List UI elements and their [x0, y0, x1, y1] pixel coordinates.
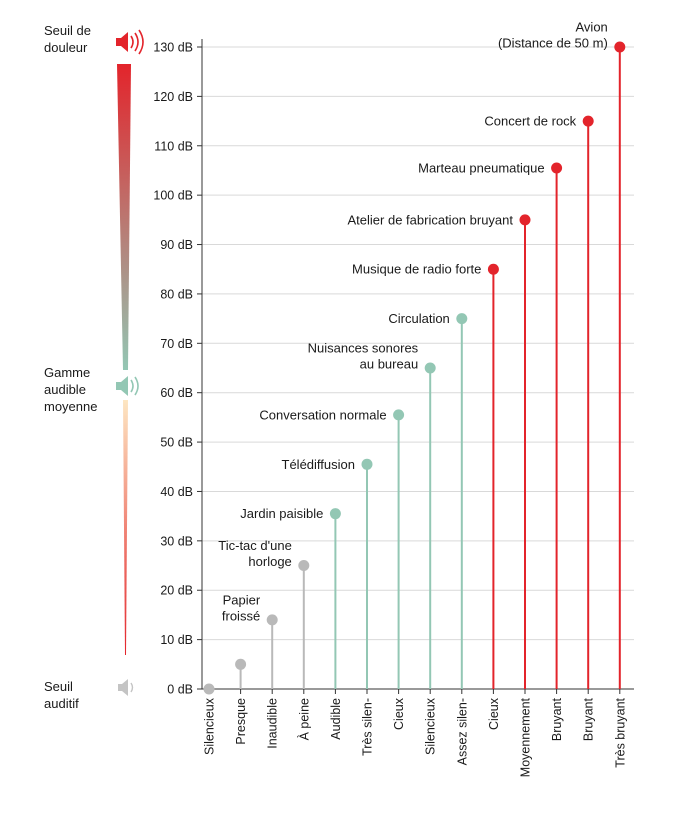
data-label: Avion — [576, 20, 608, 35]
y-tick-label: 80 dB — [160, 287, 193, 301]
x-tick-label: Bruyant — [582, 697, 596, 741]
x-axis: Silencieux Presque Inaudible À peine Audible… — [202, 688, 634, 777]
data-label: Marteau pneumatique — [418, 160, 544, 175]
y-tick-label: 110 dB — [154, 139, 193, 153]
data-label: (Distance de 50 m) — [498, 36, 608, 51]
lollipop-dot — [393, 409, 405, 421]
lollipop-dot — [519, 214, 531, 226]
y-tick-label: 50 dB — [160, 436, 193, 450]
y-tick-label: 120 dB — [153, 90, 193, 104]
data-label: Papier — [223, 592, 261, 607]
lollipop-dot — [582, 115, 594, 127]
y-tick-label: 40 dB — [160, 485, 193, 499]
data-label: Concert de rock — [484, 114, 576, 129]
y-tick-label: 90 dB — [160, 238, 193, 252]
y-tick-label: 130 dB — [153, 41, 193, 55]
lollipop-dot — [424, 362, 436, 374]
x-tick-label: Assez silen- — [455, 698, 469, 765]
y-tick-label: 20 dB — [160, 584, 193, 598]
y-tick-label: 30 dB — [160, 534, 193, 548]
x-tick-label: Moyennement — [519, 697, 533, 777]
y-tick-label: 100 dB — [153, 189, 193, 203]
x-tick-label: Bruyant — [550, 697, 564, 741]
y-tick-label: 10 dB — [160, 633, 193, 647]
hearing-threshold-label: Seuil auditif — [44, 679, 79, 711]
grid-lines — [202, 46, 634, 641]
loudness-gradient-lower — [123, 400, 128, 655]
y-axis: 0 dB 10 dB 20 dB 30 dB 40 dB 50 dB 60 dB 70 dB 8… — [153, 39, 203, 697]
x-tick-label: À peine — [296, 698, 311, 740]
lollipop-dot — [361, 458, 373, 470]
data-label: Télédiffusion — [282, 457, 355, 472]
data-label: au bureau — [360, 357, 419, 372]
x-tick-label: Presque — [234, 698, 248, 745]
data-label: Musique de radio forte — [352, 262, 481, 277]
average-hearing-range-label: Gamme audible moyenne — [44, 365, 98, 414]
lollipop-dot — [266, 614, 278, 626]
lollipop-dot — [551, 162, 563, 174]
data-label: Nuisances sonores — [308, 341, 419, 356]
data-label: horloge — [248, 554, 291, 569]
data-label: Tic-tac d'une — [218, 538, 292, 553]
y-tick-label: 60 dB — [160, 386, 193, 400]
x-tick-label: Très bruyant — [613, 697, 627, 767]
lollipop-dot — [487, 263, 499, 275]
x-tick-label: Cieux — [392, 697, 406, 730]
data-label: Conversation normale — [259, 407, 386, 422]
speaker-loud-icon — [116, 29, 144, 55]
y-tick-label: 0 dB — [167, 683, 193, 697]
data-label: Jardin paisible — [240, 506, 323, 521]
lollipop-dots — [203, 41, 626, 695]
x-tick-label: Inaudible — [266, 698, 280, 749]
lollipop-stems — [239, 47, 621, 689]
x-tick-label: Silencieux — [203, 697, 217, 755]
speaker-medium-icon — [116, 376, 139, 396]
x-tick-label: Cieux — [487, 697, 501, 730]
lollipop-dot — [456, 313, 468, 325]
x-tick-label: Très silen- — [361, 698, 375, 756]
lollipop-dot — [298, 560, 310, 572]
data-label: Circulation — [388, 311, 449, 326]
x-tick-label: Silencieux — [424, 697, 438, 755]
data-label: froissé — [222, 608, 260, 623]
lollipop-dot — [235, 658, 247, 670]
loudness-gradient-upper — [117, 64, 131, 370]
data-label: Atelier de fabrication bruyant — [348, 212, 514, 227]
lollipop-dot — [203, 683, 215, 695]
lollipop-dot — [329, 508, 341, 520]
pain-threshold-label: Seuil de douleur — [44, 23, 91, 55]
lollipop-dot — [614, 41, 626, 53]
y-tick-label: 70 dB — [160, 337, 193, 351]
x-tick-label: Audible — [329, 698, 343, 740]
speaker-mute-icon — [118, 679, 134, 696]
